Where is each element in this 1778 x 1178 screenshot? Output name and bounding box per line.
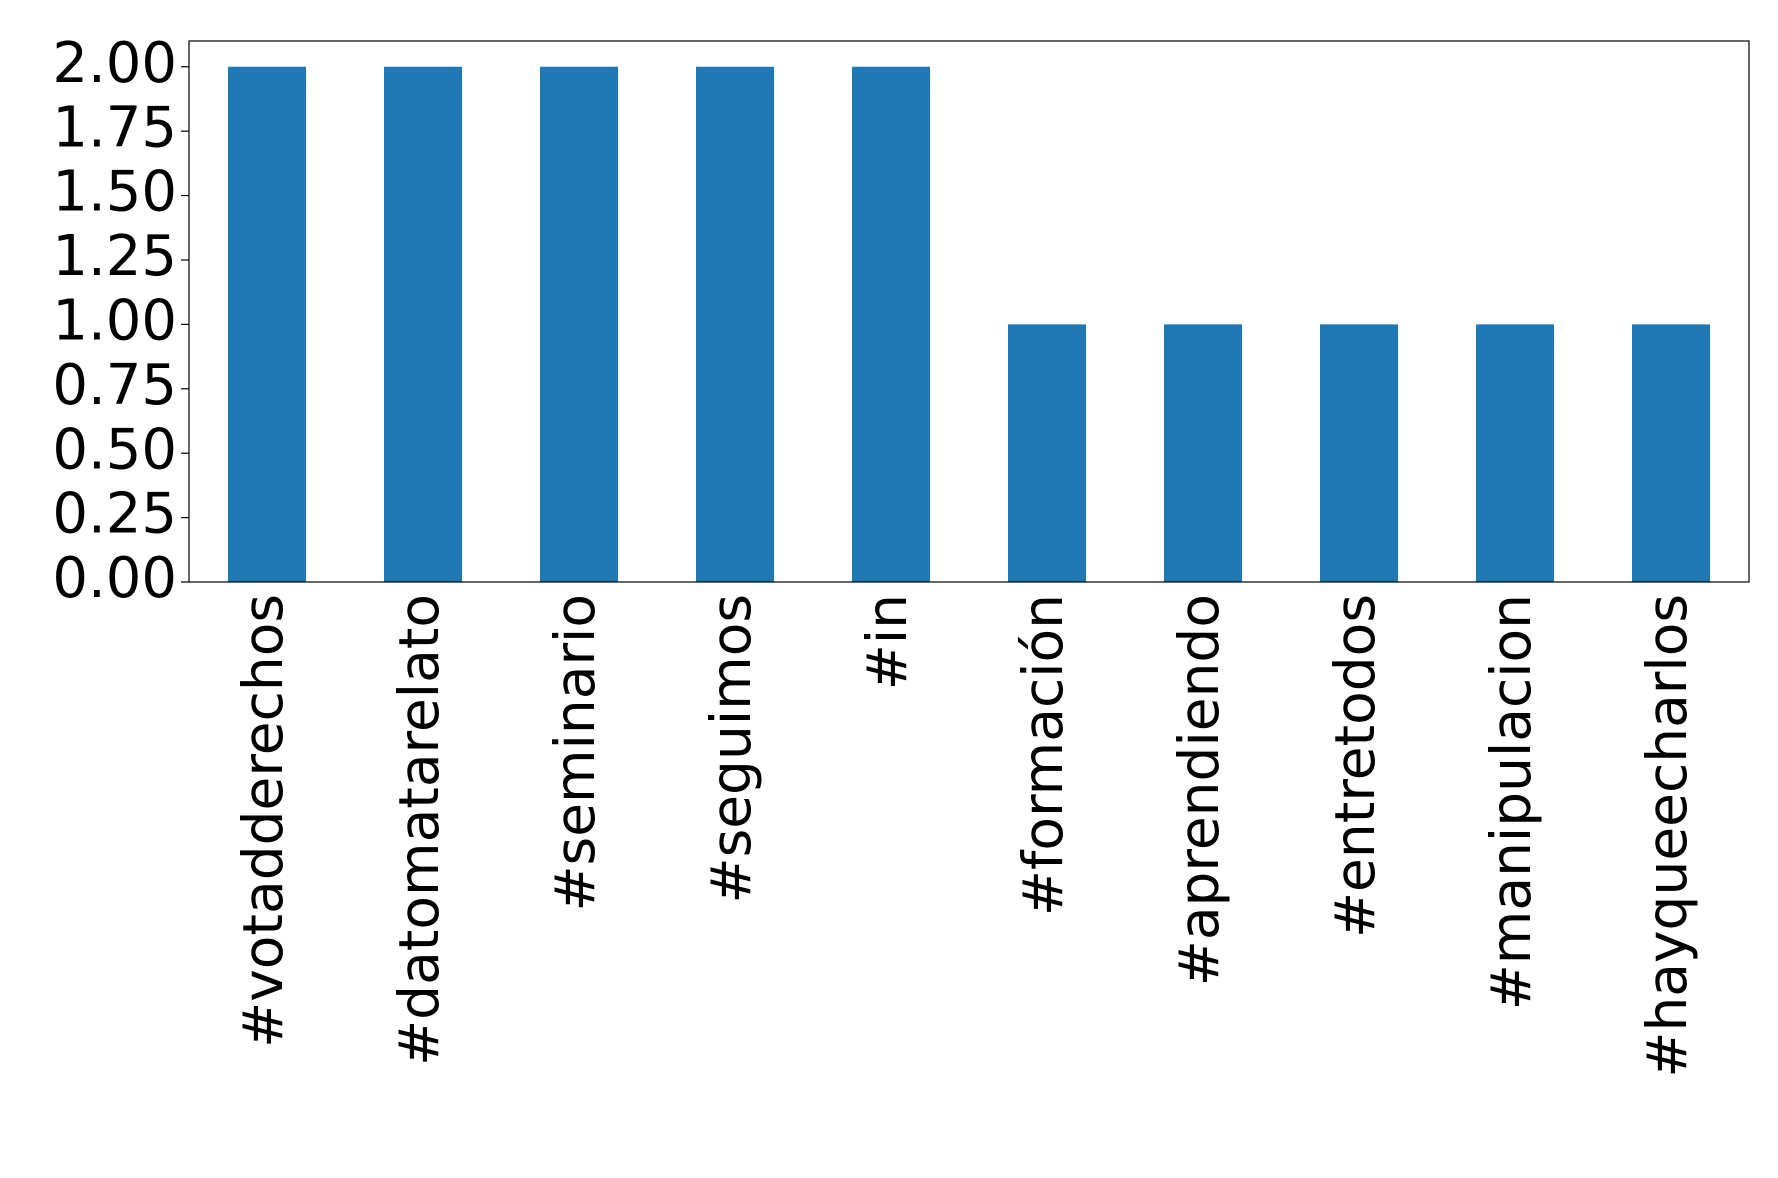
- y-tick-label: 0.75: [52, 353, 177, 418]
- y-tick-label: 1.00: [52, 289, 177, 354]
- bar: [1008, 324, 1086, 582]
- y-tick-label: 1.50: [52, 160, 177, 225]
- x-tick-label: #seminario: [543, 594, 607, 912]
- bar: [228, 66, 306, 582]
- bar: [1632, 324, 1710, 582]
- x-tick-label: #hayqueecharlos: [1635, 594, 1699, 1078]
- y-tick-label: 2.00: [52, 31, 177, 96]
- y-tick-label: 0.50: [52, 417, 177, 482]
- bar: [696, 66, 774, 582]
- x-tick-label: #datomatarelato: [387, 594, 451, 1066]
- bar: [1476, 324, 1554, 582]
- x-tick-label: #manipulacion: [1479, 594, 1543, 1010]
- bar: [1164, 324, 1242, 582]
- x-tick-label: #in: [855, 594, 919, 690]
- y-tick-label: 1.75: [52, 95, 177, 160]
- x-tick-label: #votadderechos: [231, 594, 295, 1048]
- bar: [852, 66, 930, 582]
- plot-frame: [188, 40, 1750, 583]
- y-tick-label: 0.25: [52, 482, 177, 547]
- bar: [540, 66, 618, 582]
- x-tick-label: #aprendiendo: [1167, 594, 1231, 986]
- x-tick-label: #entretodos: [1323, 594, 1387, 938]
- x-tick-label: #seguimos: [699, 594, 763, 904]
- x-tick-label: #formación: [1011, 594, 1075, 916]
- y-tick-label: 1.25: [52, 224, 177, 289]
- bar: [1320, 324, 1398, 582]
- y-tick-label: 0.00: [52, 546, 177, 611]
- bar: [384, 66, 462, 582]
